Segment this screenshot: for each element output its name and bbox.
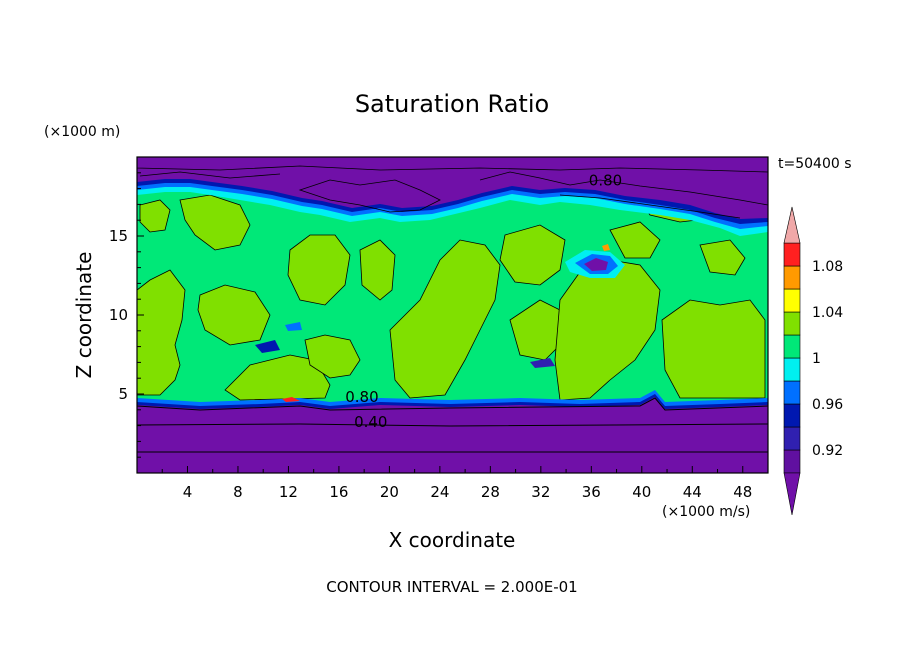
colorbar-tick-label: 1 [812, 351, 821, 367]
colorbar-segment [783, 449, 801, 474]
x-tick-label: 44 [683, 483, 702, 501]
y-tick-label: 15 [109, 227, 128, 245]
colorbar-segment [783, 242, 801, 267]
x-axis-title: X coordinate [389, 528, 516, 552]
contour-field [137, 157, 768, 473]
chart-title: Saturation Ratio [355, 90, 549, 118]
contour-label: 0.40 [354, 413, 387, 431]
x-tick-label: 40 [632, 483, 651, 501]
upper-dry-layer [137, 157, 768, 368]
y-axis-title: Z coordinate [72, 252, 96, 379]
contour-label: 0.80 [589, 171, 622, 189]
colorbar-over-arrow [783, 206, 801, 244]
contour-labels: 0.80 0.40 0.80 [345, 171, 622, 431]
colorbar-tick-label: 1.04 [812, 305, 843, 321]
y-units-label: (×1000 m) [44, 124, 120, 140]
x-tick-label: 36 [582, 483, 601, 501]
x-tick-label: 24 [430, 483, 449, 501]
colorbar-segment [783, 403, 801, 428]
lower-dry-layer [137, 390, 768, 473]
x-tick-label: 20 [380, 483, 399, 501]
x-tick-label: 4 [183, 483, 193, 501]
x-tick-label: 32 [531, 483, 550, 501]
colorbar-segment [783, 265, 801, 290]
contour-interval-note: CONTOUR INTERVAL = 2.000E-01 [326, 578, 577, 596]
y-axis-ticks: 5 10 15 [109, 172, 144, 458]
colorbar-segment [783, 334, 801, 359]
x-tick-label: 48 [733, 483, 752, 501]
colorbar-segment [783, 357, 801, 382]
x-tick-label: 8 [233, 483, 243, 501]
colorbar-segment [783, 288, 801, 313]
y-tick-label: 5 [118, 385, 128, 403]
time-label: t=50400 s [778, 156, 852, 172]
contour-label: 0.80 [345, 388, 378, 406]
colorbar: 0.92 0.96 1 1.04 1.08 [783, 206, 843, 516]
x-tick-label: 28 [481, 483, 500, 501]
colorbar-tick-label: 1.08 [812, 259, 843, 275]
colorbar-tick-label: 0.92 [812, 443, 843, 459]
colorbar-under-arrow [783, 472, 801, 516]
colorbar-tick-label: 0.96 [812, 397, 843, 413]
lime-patches [137, 194, 766, 401]
x-tick-label: 16 [329, 483, 348, 501]
colorbar-segment [783, 311, 801, 336]
y-tick-label: 10 [109, 306, 128, 324]
x-units-label: (×1000 m/s) [662, 504, 750, 520]
x-tick-label: 12 [279, 483, 298, 501]
colorbar-segment [783, 426, 801, 451]
x-axis-ticks: 4 8 12 16 20 24 28 32 36 40 44 48 [161, 466, 752, 501]
colorbar-segment [783, 380, 801, 405]
